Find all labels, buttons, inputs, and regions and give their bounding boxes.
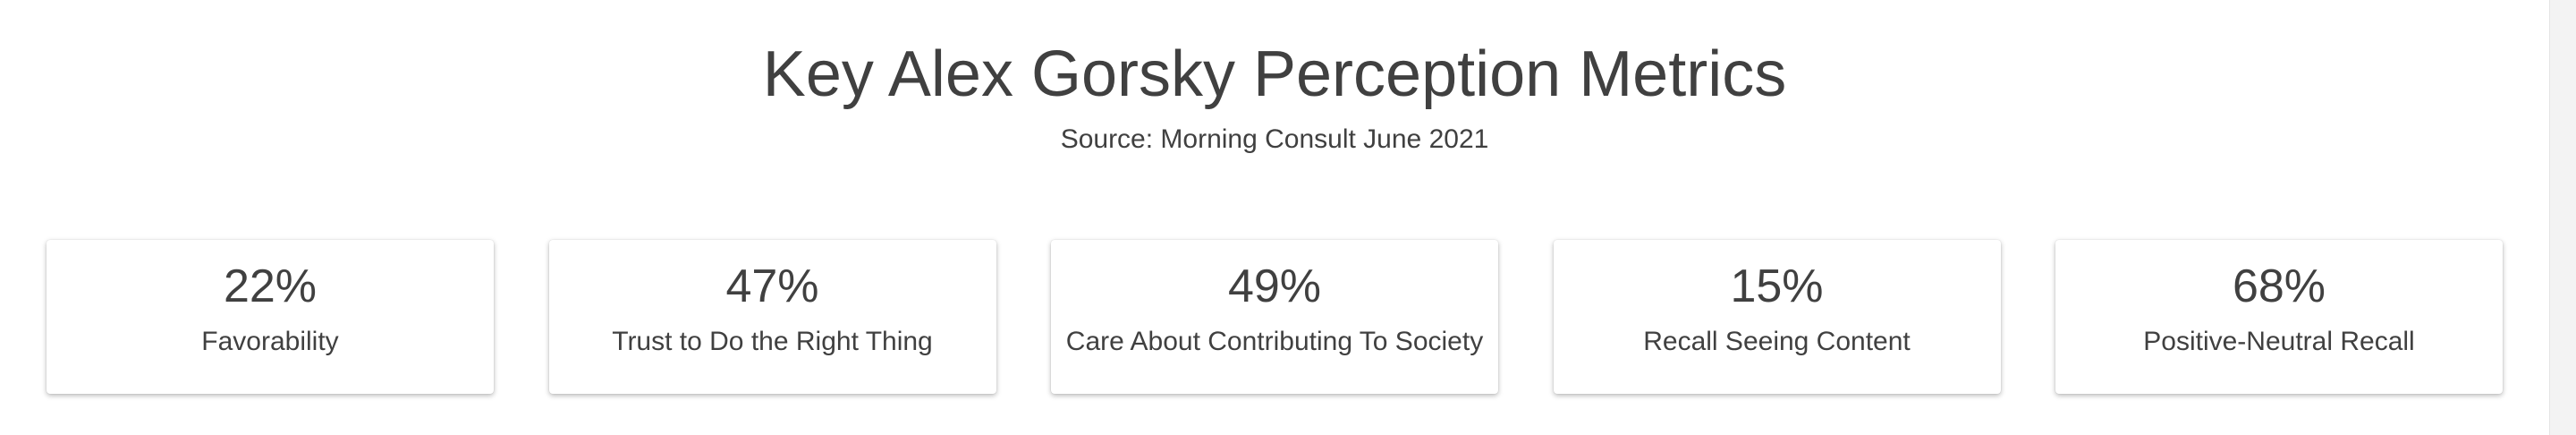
- metric-cards: 22% Favorability 47% Trust to Do the Rig…: [47, 240, 2503, 394]
- metric-label: Favorability: [201, 327, 339, 356]
- metric-label: Positive-Neutral Recall: [2143, 327, 2415, 356]
- metric-label: Trust to Do the Right Thing: [612, 327, 933, 356]
- page-subtitle: Source: Morning Consult June 2021: [1060, 124, 1489, 154]
- metric-card-recall-content: 15% Recall Seeing Content: [1553, 240, 2001, 394]
- metric-card-care-about-society: 49% Care About Contributing To Society: [1051, 240, 1498, 394]
- metric-value: 68%: [2232, 260, 2326, 312]
- metric-label: Care About Contributing To Society: [1065, 327, 1484, 356]
- metric-value: 15%: [1730, 260, 1824, 312]
- metric-value: 47%: [725, 260, 819, 312]
- metric-card-trust: 47% Trust to Do the Right Thing: [548, 240, 996, 394]
- metric-card-favorability: 22% Favorability: [47, 240, 494, 394]
- page-header: Key Alex Gorsky Perception Metrics Sourc…: [0, 0, 2549, 156]
- metric-card-positive-neutral-recall: 68% Positive-Neutral Recall: [2055, 240, 2503, 394]
- metric-value: 49%: [1227, 260, 1322, 312]
- page-title: Key Alex Gorsky Perception Metrics: [762, 38, 1787, 110]
- metric-value: 22%: [223, 260, 318, 312]
- metric-label: Recall Seeing Content: [1643, 327, 1911, 356]
- vertical-scrollbar[interactable]: [2549, 0, 2576, 435]
